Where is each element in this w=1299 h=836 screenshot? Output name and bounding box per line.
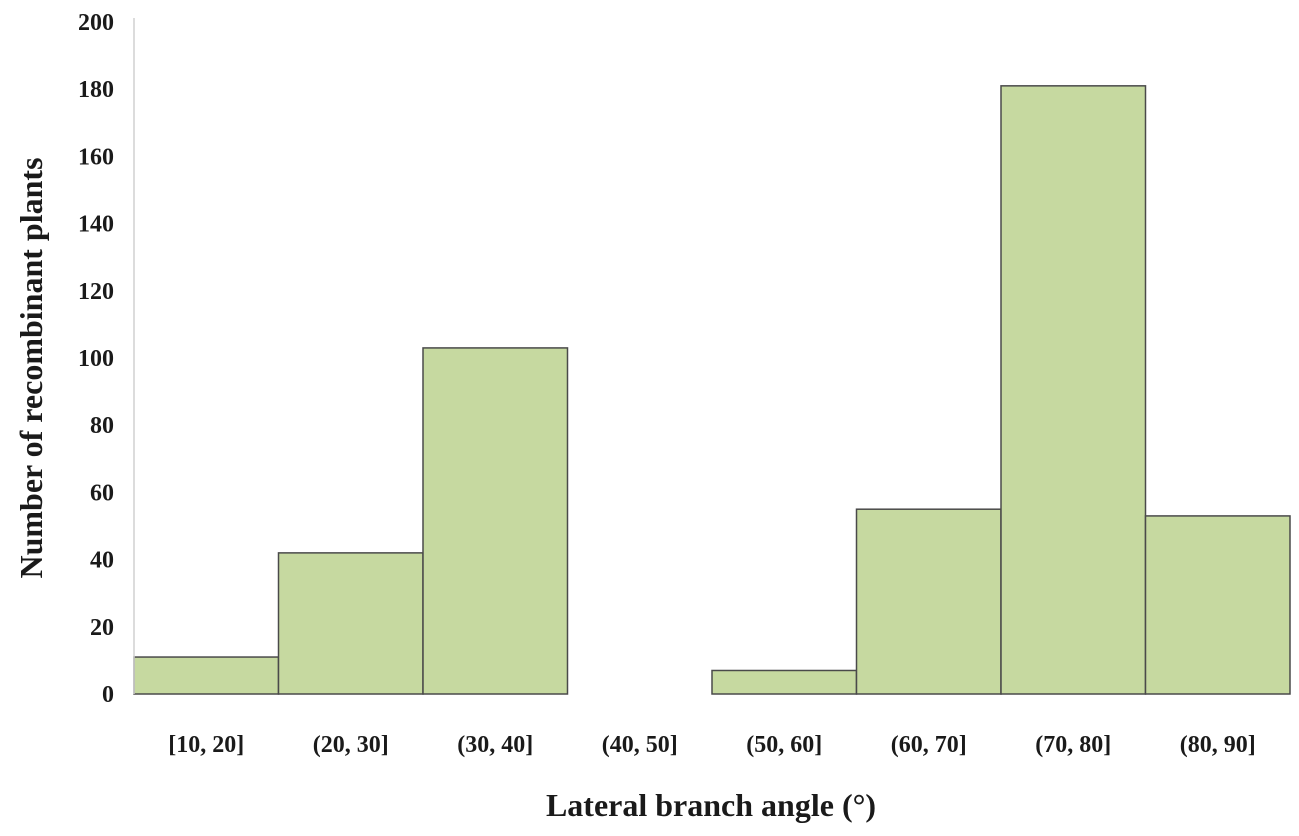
- x-tick-label: (50, 60]: [746, 732, 822, 758]
- y-tick-label: 180: [78, 77, 114, 103]
- x-tick-label: (20, 30]: [313, 732, 389, 758]
- y-tick-label: 200: [78, 10, 114, 36]
- y-tick-label: 60: [90, 480, 114, 506]
- x-tick-label: (70, 80]: [1035, 732, 1111, 758]
- x-tick-label: (40, 50]: [602, 732, 678, 758]
- bar: [711, 669, 858, 695]
- y-tick-label: 120: [78, 279, 114, 305]
- x-axis-title: Lateral branch angle (°): [546, 787, 876, 823]
- x-tick-label: [10, 20]: [168, 732, 244, 758]
- bar: [133, 656, 280, 695]
- y-tick-label: 160: [78, 144, 114, 170]
- bar: [855, 508, 1002, 695]
- bars: [133, 85, 1291, 695]
- y-tick-label: 40: [90, 548, 114, 574]
- x-axis-ticks: [10, 20] (20, 30] (30, 40] (40, 50] (50, 60]…: [168, 732, 1255, 758]
- x-tick-label: (60, 70]: [891, 732, 967, 758]
- y-axis-title: Number of recombinant plants: [13, 157, 49, 578]
- bar: [1144, 515, 1291, 695]
- bar: [1000, 85, 1147, 695]
- y-tick-label: 140: [78, 212, 114, 238]
- bar: [277, 552, 424, 695]
- y-tick-label: 0: [102, 682, 114, 708]
- x-tick-label: (80, 90]: [1180, 732, 1256, 758]
- y-tick-label: 80: [90, 413, 114, 439]
- bar: [422, 347, 569, 695]
- y-axis-ticks: 0 20 40 60 80 100 120 140 160 180 200: [78, 10, 114, 708]
- y-tick-label: 20: [90, 615, 114, 641]
- y-tick-label: 100: [78, 346, 114, 372]
- x-tick-label: (30, 40]: [457, 732, 533, 758]
